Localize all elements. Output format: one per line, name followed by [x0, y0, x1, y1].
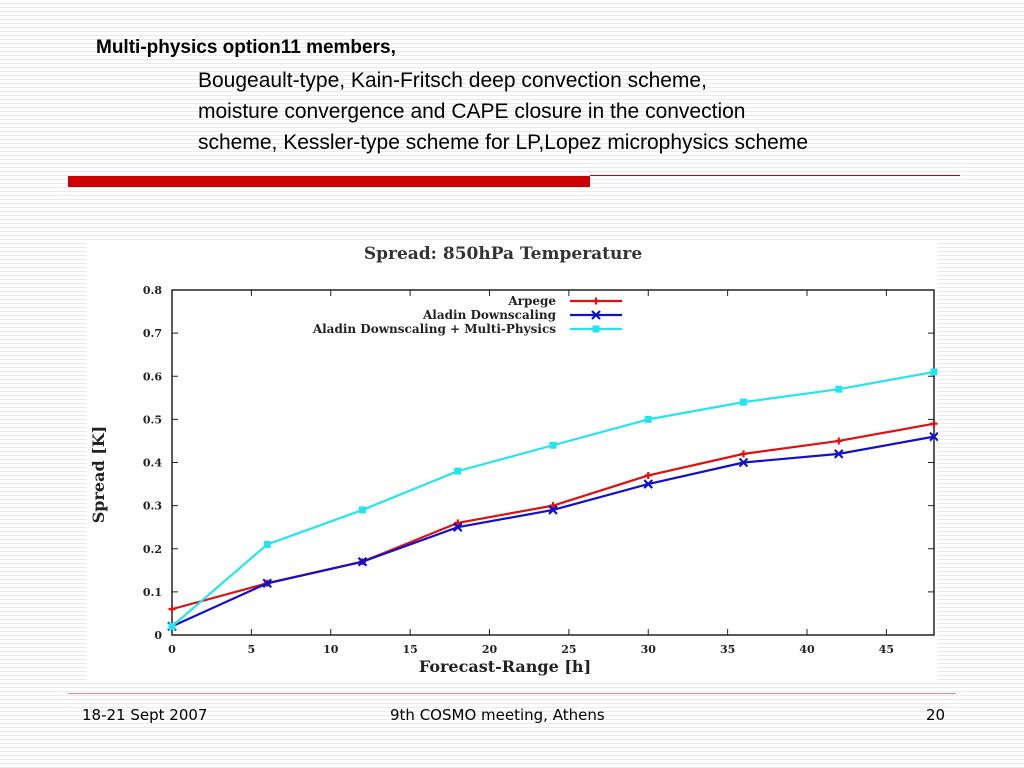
x-tick-label: 30: [641, 643, 657, 656]
data-point: [548, 505, 558, 515]
x-tick-label: 5: [248, 643, 256, 656]
data-point: [549, 441, 557, 449]
x-tick-label: 15: [402, 643, 417, 656]
x-tick-label: 25: [561, 643, 576, 656]
series-line-1: [171, 435, 935, 628]
x-tick-label: 35: [720, 643, 735, 656]
x-tick-label: 0: [168, 643, 176, 656]
footer-date: 18-21 Sept 2007: [82, 706, 208, 724]
series-line-2: [171, 370, 935, 628]
x-tick-label: 20: [482, 643, 498, 656]
data-point: [930, 420, 938, 428]
legend-label: Aladin Downscaling: [422, 308, 557, 322]
data-point: [644, 471, 652, 479]
y-tick-label: 0.5: [143, 413, 162, 426]
legend-label: Arpege: [507, 294, 556, 308]
y-tick-label: 0.8: [143, 284, 162, 297]
y-tick-label: 0.6: [143, 370, 162, 383]
data-point: [168, 622, 176, 630]
legend-label: Aladin Downscaling + Multi-Physics: [312, 322, 556, 336]
chart-panel: Spread: 850hPa Temperature 0 0.1 0.2 0.3 0.4 0…: [86, 242, 938, 680]
data-point: [454, 519, 462, 527]
y-axis-label: Spread [K]: [89, 426, 108, 524]
data-point: [452, 522, 463, 532]
y-tick-label: 0.4: [143, 457, 162, 470]
slide-heading: Multi-physics option11 members,: [96, 37, 396, 58]
data-point: [168, 605, 176, 613]
data-point: [835, 437, 843, 445]
legend-marker: [592, 297, 600, 305]
data-point: [929, 431, 938, 442]
data-point: [263, 540, 271, 548]
slide-description: Bougeault-type, Kain-Fritsch deep convec…: [198, 65, 998, 158]
series-line-0: [171, 422, 935, 611]
description-line: scheme, Kessler-type scheme for LP,Lopez…: [198, 131, 809, 154]
y-tick-label: 0.2: [143, 543, 162, 556]
data-point: [833, 449, 844, 459]
y-tick-label: 0.3: [143, 500, 162, 513]
x-tick-label: 45: [879, 643, 894, 656]
x-axis-label: Forecast-Range [h]: [419, 657, 591, 676]
legend-marker: [592, 325, 600, 333]
y-tick-label: 0.1: [143, 586, 162, 599]
data-point: [930, 368, 938, 376]
accent-bar: [68, 176, 590, 187]
data-point: [740, 398, 747, 406]
footer-page-number: 20: [926, 706, 946, 724]
description-line: moisture convergence and CAPE closure in…: [198, 100, 746, 123]
data-point: [644, 415, 652, 423]
spread-chart: Spread: 850hPa Temperature 0 0.1 0.2 0.3 0.4 0…: [89, 244, 938, 676]
legend-marker: [591, 310, 601, 320]
data-point: [454, 467, 462, 475]
y-tick-label: 0: [154, 629, 162, 642]
data-point: [835, 385, 843, 393]
footer-event: 9th COSMO meeting, Athens: [390, 706, 605, 724]
accent-line: [590, 175, 960, 176]
data-point: [740, 450, 747, 458]
data-point: [738, 457, 749, 468]
plot-frame: [171, 289, 935, 636]
y-tick-label: 0.7: [143, 327, 162, 340]
data-point: [357, 556, 368, 567]
data-point: [643, 479, 654, 489]
x-tick-label: 40: [799, 643, 815, 656]
footer-divider: [68, 693, 956, 694]
chart-title: Spread: 850hPa Temperature: [364, 244, 642, 264]
description-line: Bougeault-type, Kain-Fritsch deep convec…: [198, 69, 707, 92]
data-point: [549, 502, 557, 510]
data-point: [262, 578, 273, 589]
x-tick-label: 10: [323, 643, 339, 656]
data-point: [359, 506, 366, 514]
